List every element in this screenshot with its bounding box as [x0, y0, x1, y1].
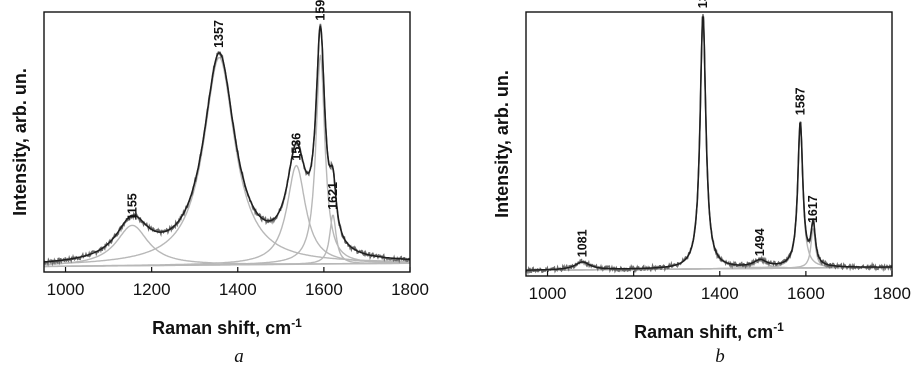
component-curve-1357: [43, 56, 410, 265]
peak-label-1621: 1621: [326, 182, 340, 210]
x-tick-label: 1600: [787, 284, 825, 303]
fitted-sum-curve: [44, 25, 411, 263]
component-curve-1155: [44, 224, 410, 266]
chart-panel-a: 1000 1200 1400 1600 1800 Raman shift, cm-1 Int…: [10, 0, 429, 367]
peak-label-1494: 1494: [753, 228, 767, 256]
y-axis-title: Intensity, arb. un.: [10, 68, 30, 216]
peak-label-1357: 1357: [212, 20, 226, 48]
plot-frame: [43, 11, 411, 273]
x-tick-label: 1000: [47, 280, 85, 299]
peak-label-1361: 1361: [696, 0, 710, 8]
peak-label-1592: 1592: [313, 0, 327, 21]
component-curve-1621: [44, 214, 410, 268]
y-axis-title: Intensity, arb. un.: [492, 70, 512, 218]
x-axis-title: Raman shift, cm-1: [152, 316, 302, 338]
x-tick-label: 1800: [391, 280, 429, 299]
x-tick-label: 1400: [219, 280, 257, 299]
peak-label-1617: 1617: [806, 195, 820, 223]
fitted-sum-curve: [526, 16, 892, 271]
peak-label-1587: 1587: [793, 87, 807, 115]
panel-label: b: [715, 346, 725, 367]
x-tick-label: 1200: [133, 280, 171, 299]
peak-label-1155: 1155: [125, 193, 139, 220]
x-tick-label: 1000: [529, 284, 567, 303]
panel-label: a: [234, 346, 244, 367]
peak-label-1081: 1081: [575, 229, 589, 257]
plot-frame: [525, 11, 893, 277]
peak-label-1536: 1536: [289, 133, 303, 161]
x-tick-label: 1200: [615, 284, 653, 303]
x-axis-title: Raman shift, cm-1: [634, 320, 784, 342]
chart-panel-b: 1000 1200 1400 1600 1800 Raman shift, cm-1 Int…: [492, 0, 911, 367]
measured-spectrum: [43, 23, 411, 267]
x-tick-label: 1400: [701, 284, 739, 303]
x-tick-label: 1600: [305, 280, 343, 299]
x-tick-label: 1800: [873, 284, 911, 303]
